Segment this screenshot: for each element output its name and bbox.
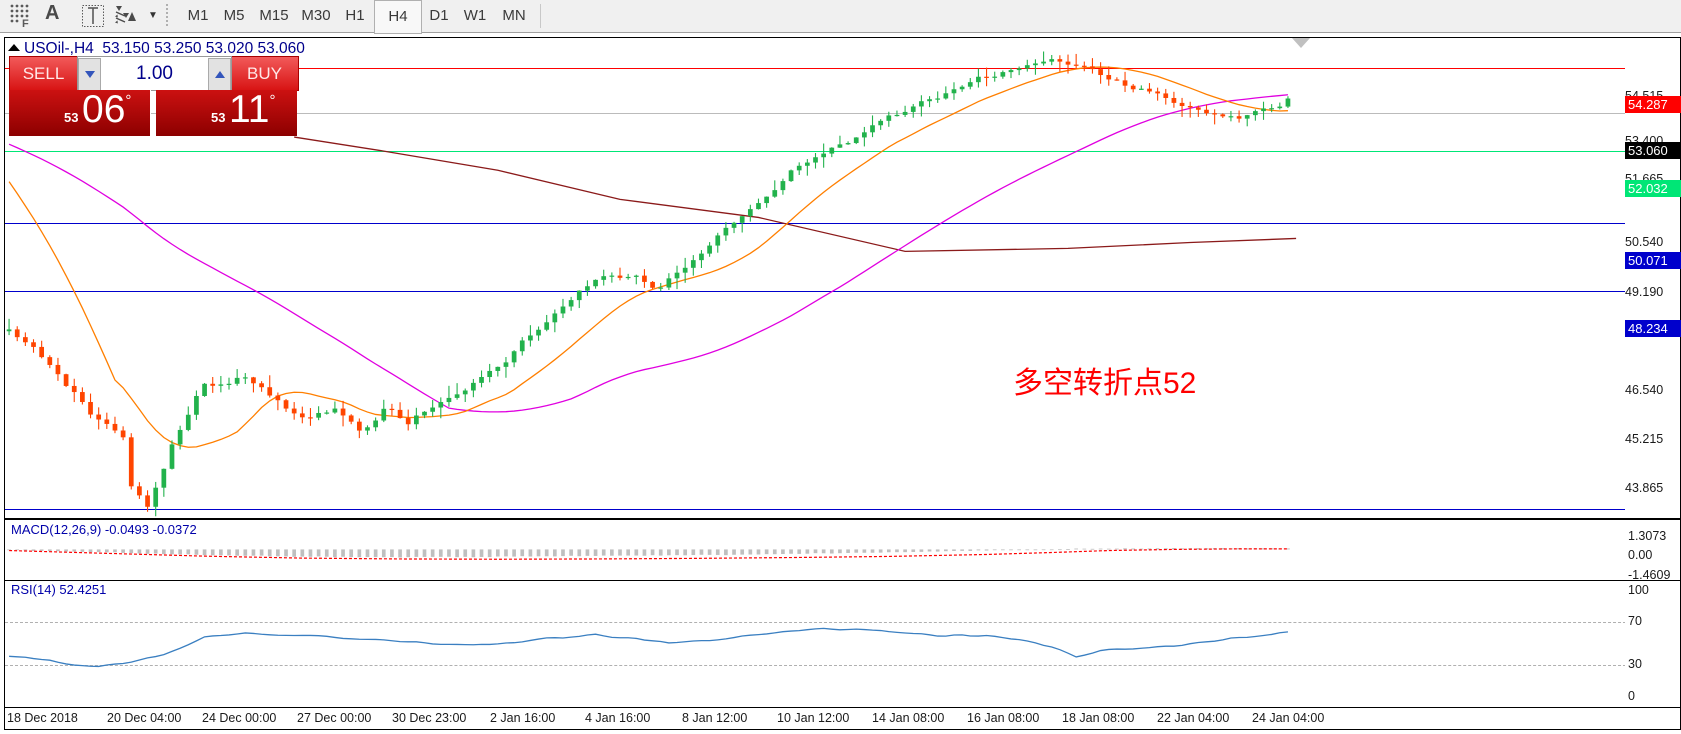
svg-text:F: F [22,18,29,28]
